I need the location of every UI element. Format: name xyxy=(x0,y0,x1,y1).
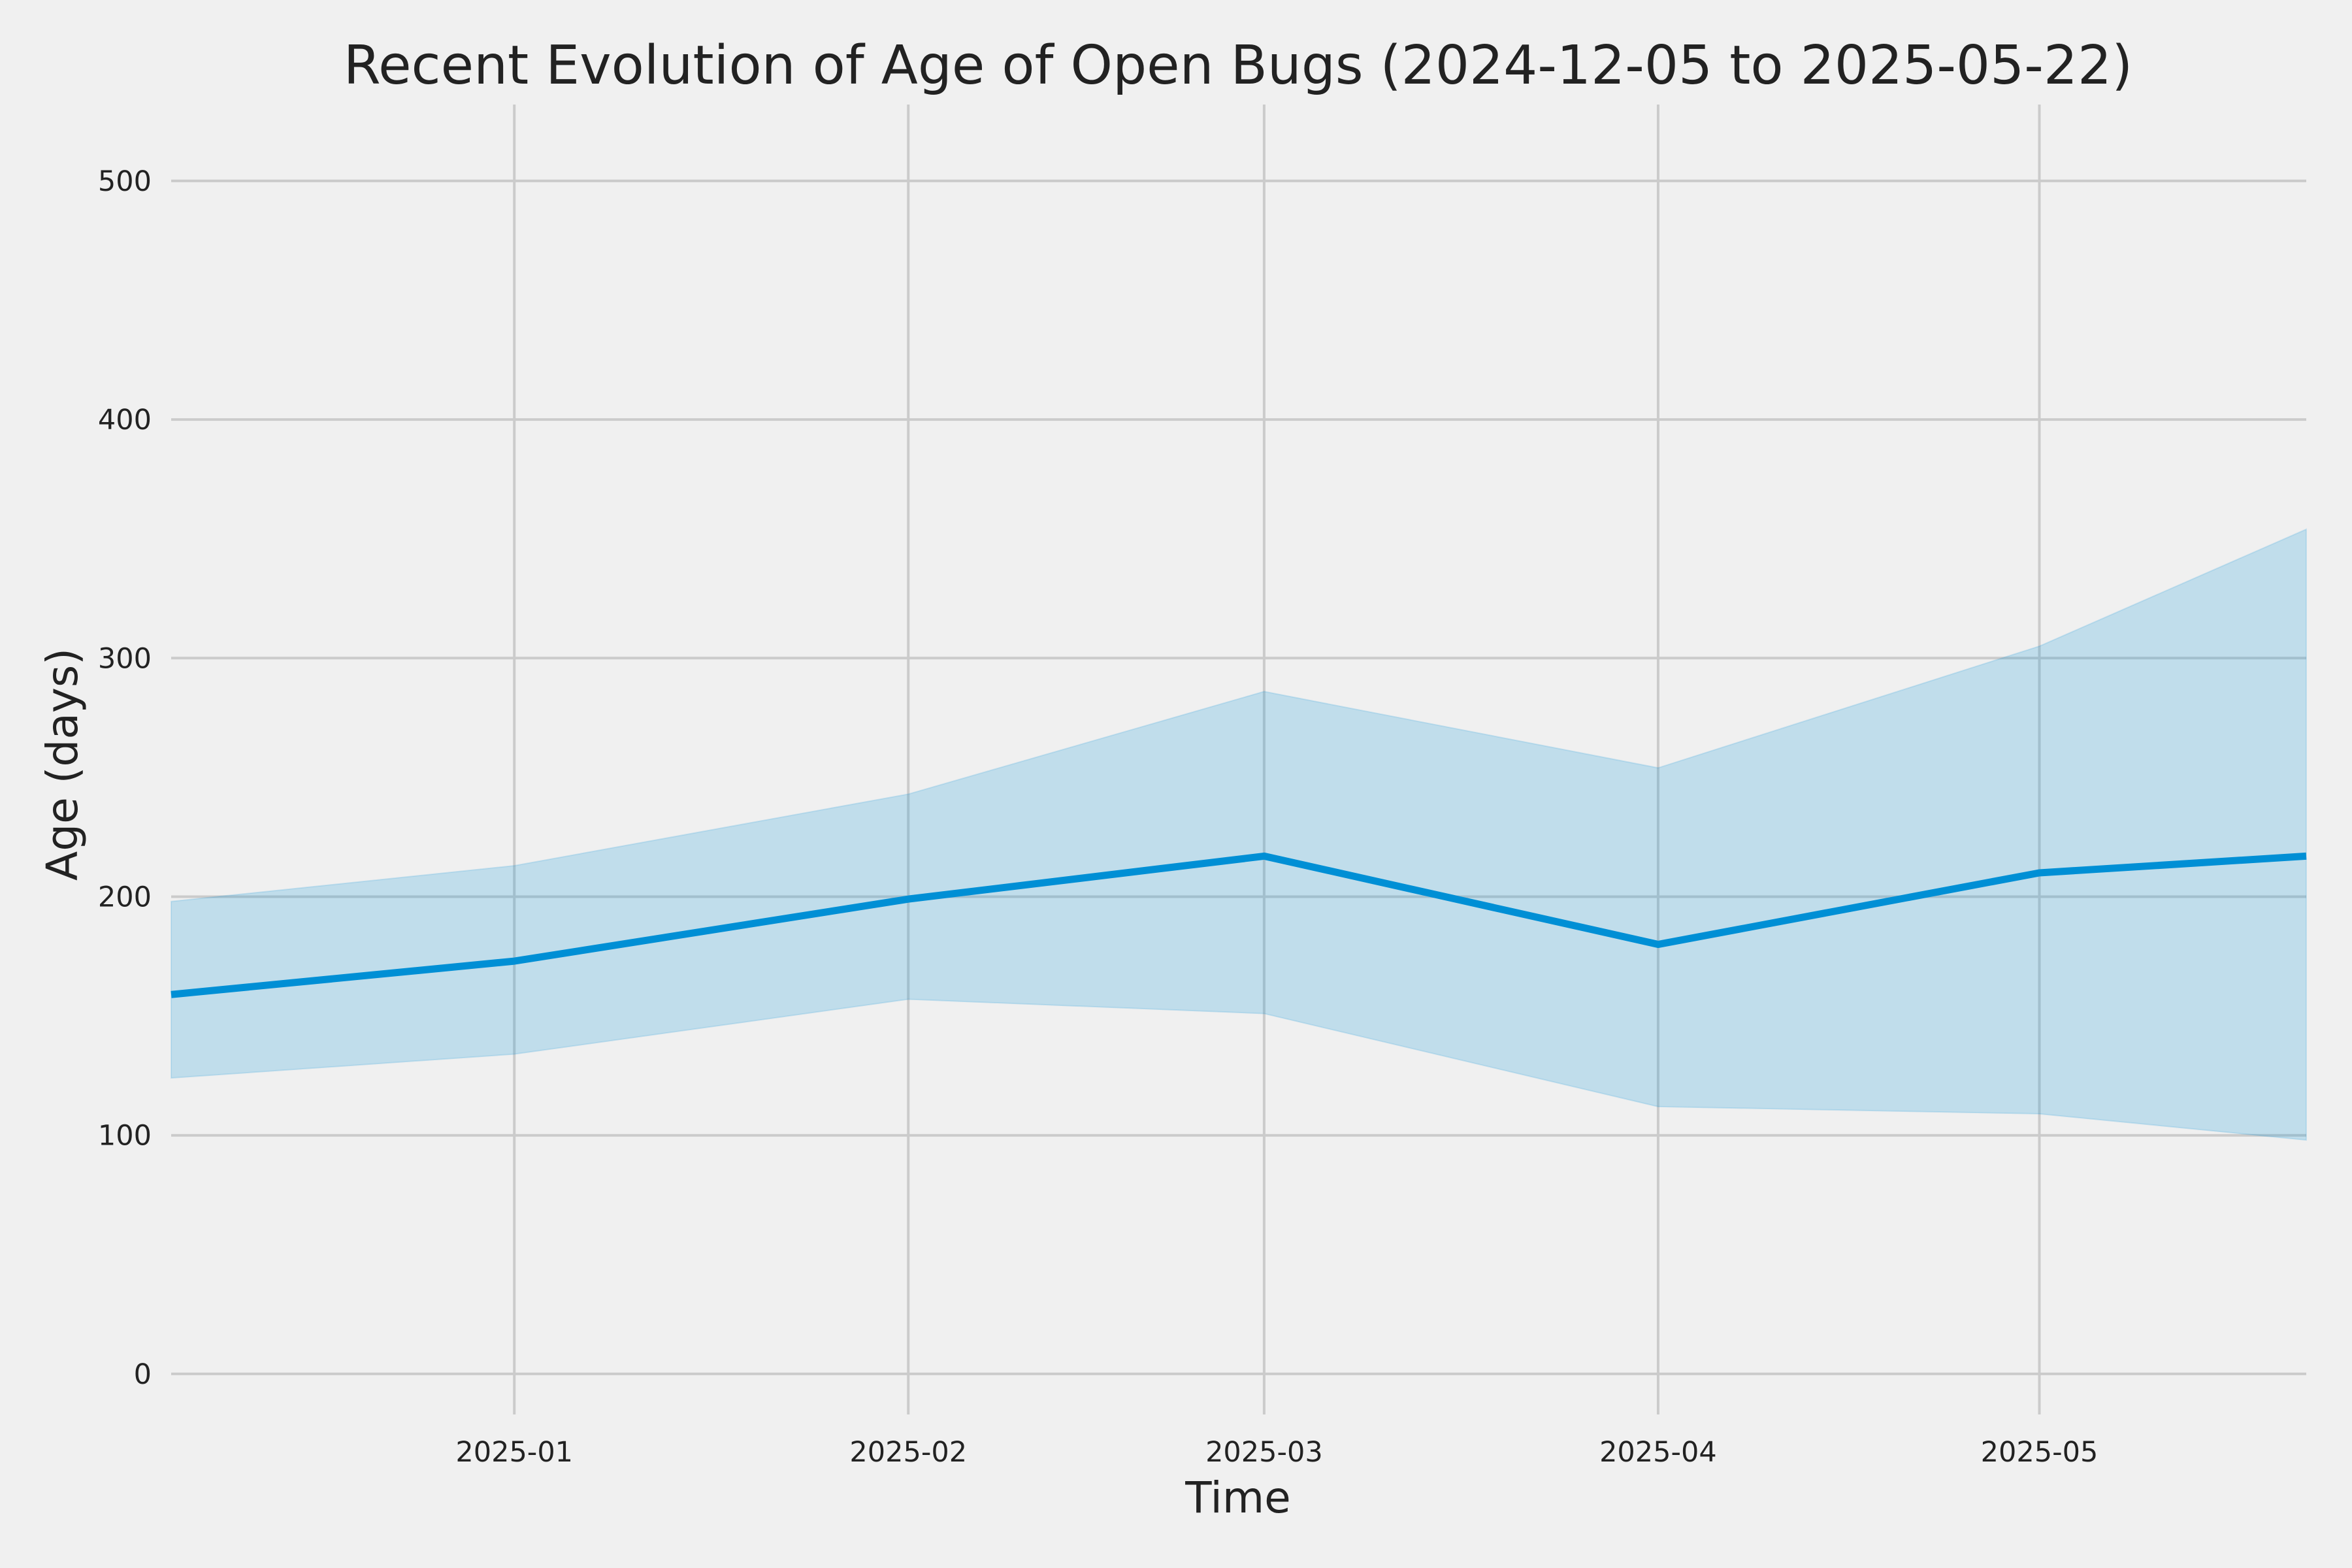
y-tick-label: 100 xyxy=(98,1120,152,1152)
x-tick-label: 2025-03 xyxy=(1205,1436,1323,1469)
y-tick-label: 0 xyxy=(134,1358,152,1391)
chart-title: Recent Evolution of Age of Open Bugs (20… xyxy=(344,35,2132,97)
grid xyxy=(171,105,2306,1414)
confidence-band-layer xyxy=(171,528,2307,1141)
y-tick-label: 500 xyxy=(98,165,152,198)
series-line-layer xyxy=(171,852,2307,998)
x-tick-label: 2025-02 xyxy=(849,1436,967,1469)
series-line xyxy=(171,852,2307,998)
x-axis-label: Time xyxy=(1184,1473,1291,1523)
y-tick-label: 400 xyxy=(98,404,152,436)
x-tick-label: 2025-01 xyxy=(455,1436,573,1469)
y-tick-label: 300 xyxy=(98,642,152,675)
x-tick-label: 2025-05 xyxy=(1981,1436,2099,1469)
x-axis-ticks: 2025-01 2025-02 2025-03 2025-04 2025-05 xyxy=(455,1436,2098,1469)
y-tick-label: 200 xyxy=(98,881,152,913)
y-axis-ticks: 0 100 200 300 400 500 xyxy=(98,165,152,1391)
y-axis-label: Age (days) xyxy=(37,648,88,881)
x-tick-label: 2025-04 xyxy=(1599,1436,1717,1469)
confidence-band xyxy=(171,528,2307,1141)
